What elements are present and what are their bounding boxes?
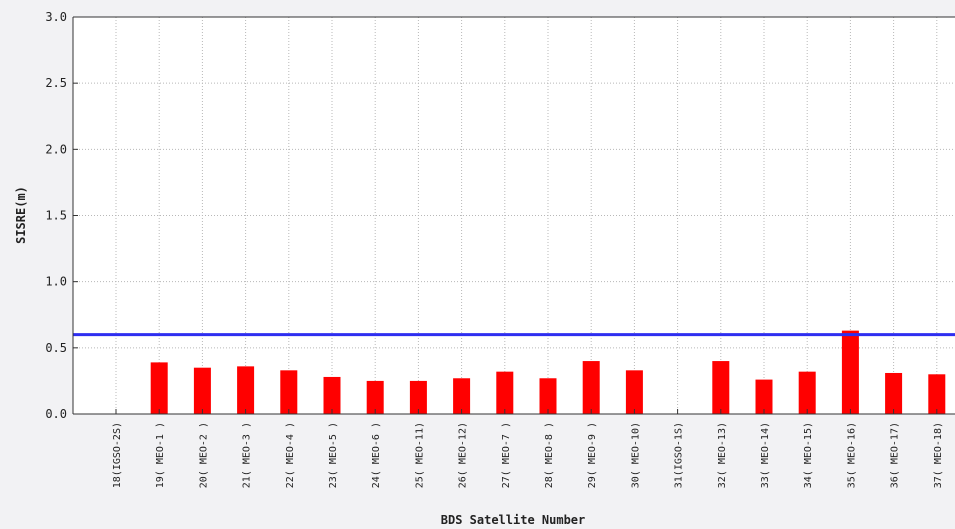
bar: [712, 361, 730, 414]
bar: [885, 372, 903, 414]
x-tick-label: 28( MEO-8 ): [544, 422, 555, 488]
bar: [625, 370, 643, 414]
x-tick-label: 20( MEO-2 ): [198, 422, 209, 488]
bar: [755, 379, 773, 414]
x-tick-label: 32( MEO-13): [717, 422, 728, 488]
bar: [366, 380, 384, 414]
x-tick-label: 18(IGSO-2S): [112, 422, 123, 488]
x-tick-label: 21( MEO-3 ): [242, 422, 253, 488]
bar: [582, 361, 600, 414]
x-tick-label: 24( MEO-6 ): [371, 422, 382, 488]
x-tick-label: 31(IGSO-1S): [674, 422, 685, 488]
x-tick-labels: 18(IGSO-2S) 19( MEO-1 ) 20( MEO-2 ) 21( MEO…: [112, 422, 944, 488]
y-axis-label: SISRE(m): [14, 186, 28, 244]
y-tick-label: 0.5: [45, 341, 67, 355]
bar: [237, 366, 255, 414]
bar: [928, 374, 946, 414]
bar: [323, 376, 341, 414]
bar: [193, 367, 211, 414]
x-tick-label: 33( MEO-14): [760, 422, 771, 488]
bar: [150, 362, 168, 414]
y-tick-label: 2.5: [45, 76, 67, 90]
bar-series: [150, 330, 946, 414]
x-tick-label: 30( MEO-10): [630, 422, 641, 488]
x-tick-label: 26( MEO-12): [458, 422, 469, 488]
y-tick-label: 1.0: [45, 275, 67, 289]
bar: [496, 371, 514, 414]
x-tick-label: 35( MEO-16): [846, 422, 857, 488]
bar: [841, 330, 859, 414]
x-tick-label: 36( MEO-17): [890, 422, 901, 488]
y-tick-label: 2.0: [45, 142, 67, 156]
x-tick-label: 23( MEO-5 ): [328, 422, 339, 488]
x-tick-label: 25( MEO-11): [414, 422, 425, 488]
x-tick-label: 29( MEO-9 ): [587, 422, 598, 488]
y-tick-label: 1.5: [45, 209, 67, 223]
x-tick-label: 34( MEO-15): [803, 422, 814, 488]
x-tick-label: 27( MEO-7 ): [501, 422, 512, 488]
bar: [453, 378, 471, 414]
bar: [409, 380, 427, 414]
bar: [280, 370, 298, 414]
bar: [539, 378, 557, 414]
x-tick-label: 22( MEO-4 ): [285, 422, 296, 488]
x-tick-label: 37( MEO-18): [933, 422, 944, 488]
bar: [798, 371, 816, 414]
x-tick-label: 19( MEO-1 ): [155, 422, 166, 488]
y-tick-label: 3.0: [45, 10, 67, 24]
y-tick-label: 0.0: [45, 407, 67, 421]
axes: [72, 16, 955, 415]
x-axis-label: BDS Satellite Number: [441, 513, 586, 527]
y-tick-labels: 0.0 0.5 1.0 1.5 2.0 2.5 3.0: [45, 10, 67, 421]
